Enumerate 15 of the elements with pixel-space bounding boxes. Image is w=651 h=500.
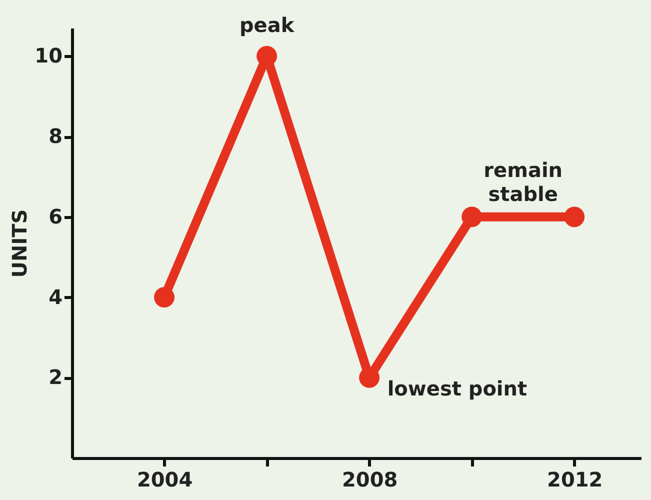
y-tick-label: 8 — [48, 124, 62, 148]
y-axis-title: UNITS — [8, 209, 32, 278]
y-tick-label: 4 — [48, 284, 62, 309]
y-tick-label: 10 — [34, 44, 62, 68]
x-tick-label: 2004 — [136, 468, 193, 492]
y-tick-label: 6 — [48, 204, 62, 228]
y-tick-label: 2 — [48, 365, 62, 390]
point — [462, 206, 482, 228]
annotation: lowest point — [387, 376, 528, 401]
point — [564, 206, 585, 228]
annotation: remain stable — [484, 158, 563, 206]
annotation: peak — [239, 13, 295, 38]
point — [154, 287, 175, 308]
x-tick-label: 2008 — [342, 468, 398, 492]
x-tick-label: 2012 — [547, 468, 603, 492]
